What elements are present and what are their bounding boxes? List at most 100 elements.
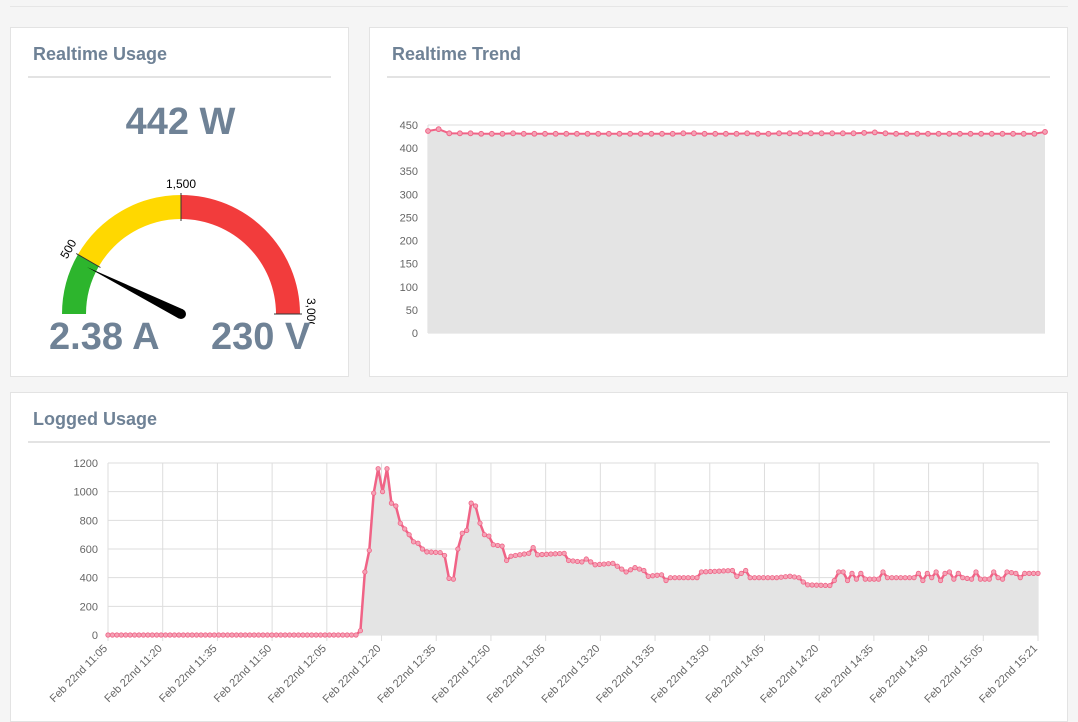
logged-point	[973, 569, 979, 575]
logged-point	[743, 567, 749, 574]
logged-point	[920, 577, 926, 584]
title-divider	[28, 441, 1050, 443]
logged-point	[1013, 570, 1019, 576]
logged-point	[295, 632, 302, 638]
logged-point	[437, 549, 443, 556]
logged-point	[636, 566, 643, 572]
logged-point	[738, 570, 744, 576]
trend-point	[956, 130, 963, 137]
logged-point	[831, 577, 837, 584]
logged-area	[108, 468, 1038, 635]
logged-point	[601, 561, 607, 567]
logged-point	[898, 575, 904, 581]
current-readout: 2.38 A	[49, 316, 160, 358]
logged-point	[663, 577, 669, 584]
logged-point	[247, 632, 253, 638]
logged-point	[645, 573, 651, 579]
voltage-readout: 230 V	[211, 316, 311, 358]
x-tick-label: Feb 22nd 12:05	[266, 643, 329, 705]
logged-point	[818, 582, 824, 588]
logged-point	[667, 575, 674, 581]
logged-point	[853, 576, 860, 582]
trend-point	[744, 130, 751, 137]
trend-point	[722, 130, 729, 137]
logged-point	[278, 632, 284, 638]
logged-point	[955, 570, 961, 576]
trend-point	[457, 130, 463, 137]
logged-point	[242, 632, 248, 638]
logged-point	[774, 575, 780, 581]
trend-point	[882, 130, 889, 137]
logged-point	[543, 551, 550, 557]
logged-point	[388, 500, 395, 506]
x-tick-label: Feb 22nd 13:05	[485, 643, 548, 705]
logged-point	[446, 575, 452, 581]
y-tick-label: 600	[80, 544, 98, 556]
title-divider	[387, 76, 1050, 78]
logged-point	[233, 632, 240, 638]
trend-point	[659, 130, 665, 137]
logged-point	[960, 575, 966, 581]
gauge-band-2	[181, 195, 300, 314]
logged-point	[999, 576, 1006, 582]
trend-point	[499, 130, 506, 137]
x-tick-label: Feb 22nd 15:21	[977, 643, 1040, 705]
trend-point	[584, 130, 591, 137]
logged-point	[867, 576, 873, 582]
logged-point	[176, 632, 182, 638]
logged-point	[379, 489, 386, 495]
trend-point	[946, 130, 953, 137]
trend-point	[574, 130, 580, 137]
logged-point	[286, 632, 293, 638]
logged-point	[145, 632, 151, 638]
logged-point	[610, 560, 616, 566]
logged-point	[588, 559, 594, 565]
logged-point	[871, 576, 877, 582]
logged-point	[109, 632, 116, 638]
logged-point	[929, 575, 935, 581]
logged-point	[991, 569, 997, 575]
x-tick-label: Feb 22nd 12:35	[375, 643, 438, 705]
y-tick-label: 200	[80, 601, 98, 613]
logged-point	[579, 559, 585, 565]
logged-point	[503, 557, 510, 564]
logged-point	[654, 572, 660, 578]
trend-point	[637, 130, 644, 137]
realtime-trend-title: Realtime Trend	[392, 44, 522, 64]
x-tick-label: Feb 22nd 11:35	[157, 643, 219, 705]
logged-point	[880, 569, 886, 575]
logged-point	[840, 569, 846, 575]
logged-point	[849, 570, 855, 576]
logged-point	[512, 552, 519, 559]
logged-point	[889, 575, 895, 581]
trend-point	[871, 129, 878, 136]
trend-point	[542, 130, 548, 137]
logged-point	[415, 540, 421, 546]
logged-point	[335, 632, 341, 638]
logged-point	[862, 576, 868, 582]
y-tick-label: 1200	[74, 458, 98, 470]
logged-point	[180, 632, 186, 638]
trend-point	[861, 129, 868, 136]
logged-point	[1022, 570, 1028, 576]
logged-point	[552, 551, 558, 557]
logged-point	[167, 632, 173, 638]
logged-point	[760, 575, 767, 581]
logged-point	[486, 533, 492, 539]
logged-point	[787, 573, 793, 579]
trend-point	[425, 128, 431, 134]
logged-point	[946, 569, 953, 575]
logged-point	[207, 632, 213, 638]
logged-point	[747, 575, 753, 581]
logged-point	[384, 466, 390, 472]
logged-point	[224, 632, 231, 638]
y-tick-label: 150	[400, 259, 418, 271]
logged-point	[185, 632, 191, 638]
logged-point	[433, 549, 439, 555]
logged-point	[424, 549, 430, 555]
realtime-usage-title: Realtime Usage	[33, 44, 168, 64]
y-tick-label: 250	[400, 212, 418, 224]
trend-point	[808, 130, 814, 137]
logged-point	[689, 575, 696, 581]
logged-point	[982, 576, 988, 582]
